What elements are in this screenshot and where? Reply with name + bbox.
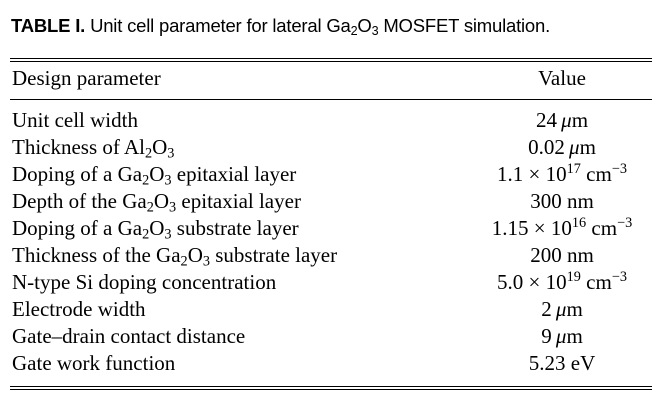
top-rule-1	[10, 58, 652, 59]
row-param-unit-cell-width: Unit cell width	[12, 108, 138, 132]
row-param-substrate-thickness: Thickness of the Ga2O3 substrate layer	[12, 243, 338, 270]
row-value-unit-cell-width: 24 μm	[535, 108, 589, 132]
row-param-al2o3-thickness: Thickness of Al2O3	[12, 135, 175, 162]
row-param-epitaxial-doping: Doping of a Ga2O3 epitaxial layer	[12, 162, 297, 189]
bottom-rule-2	[10, 389, 652, 390]
caption-sub-1: 2	[350, 24, 358, 39]
row-param-si-doping: N-type Si doping concentration	[12, 270, 277, 294]
header-rule	[10, 99, 652, 100]
row-value-gate-drain-distance: 9 μm	[541, 324, 583, 348]
top-rule-2	[10, 61, 652, 62]
row-value-substrate-doping: 1.15 × 1016 cm−3	[491, 215, 633, 240]
row-value-al2o3-thickness: 0.02 μm	[528, 135, 596, 159]
row-value-si-doping: 5.0 × 1019 cm−3	[497, 269, 627, 294]
row-value-gate-work-function: 5.23 eV	[528, 351, 596, 375]
header-value: Value	[538, 66, 586, 90]
row-param-substrate-doping: Doping of a Ga2O3 substrate layer	[12, 216, 299, 243]
caption-sub-2: 3	[371, 24, 379, 39]
caption-mid: O	[357, 15, 372, 36]
row-value-epitaxial-depth: 300 nm	[530, 189, 594, 213]
row-param-epitaxial-depth: Depth of the Ga2O3 epitaxial layer	[12, 189, 301, 216]
bottom-rule-1	[10, 386, 652, 387]
caption-text-before: Unit cell parameter for lateral Ga	[90, 15, 351, 36]
row-param-electrode-width: Electrode width	[12, 297, 146, 321]
row-param-gate-work-function: Gate work function	[12, 351, 176, 375]
row-value-electrode-width: 2 μm	[541, 297, 583, 321]
table-caption: TABLE I. Unit cell parameter for lateral…	[11, 15, 550, 37]
header-param: Design parameter	[12, 66, 161, 90]
row-param-gate-drain-distance: Gate–drain contact distance	[12, 324, 246, 348]
row-value-epitaxial-doping: 1.1 × 1017 cm−3	[497, 161, 627, 186]
caption-text-after: MOSFET simulation.	[378, 15, 551, 36]
row-value-substrate-thickness: 200 nm	[530, 243, 594, 267]
table-label: TABLE I.	[11, 15, 86, 36]
